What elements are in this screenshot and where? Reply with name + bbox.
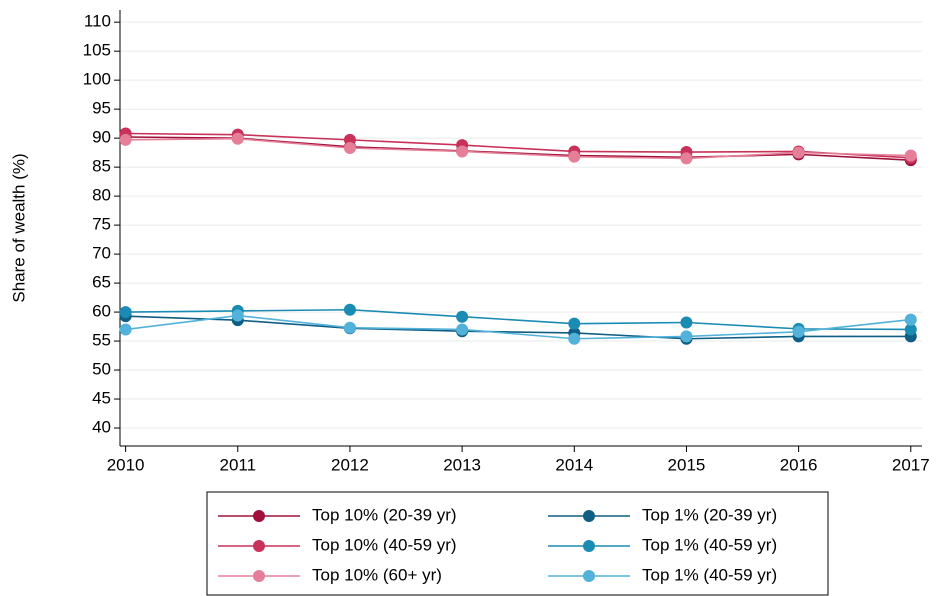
y-tick-label: 75 (92, 215, 111, 234)
legend-label: Top 10% (20-39 yr) (312, 505, 457, 524)
y-tick-label: 60 (92, 302, 111, 321)
y-tick-label: 40 (92, 418, 111, 437)
y-tick-label: 55 (92, 331, 111, 350)
legend-label: Top 1% (40-59 yr) (642, 565, 777, 584)
x-tick-label: 2011 (219, 455, 256, 474)
legend-marker (583, 570, 595, 582)
point (680, 316, 693, 329)
point (119, 306, 132, 319)
y-tick-label: 45 (92, 389, 111, 408)
x-tick-label: 2010 (107, 455, 145, 474)
y-tick-label: 105 (83, 41, 111, 60)
legend-label: Top 1% (40-59 yr) (642, 535, 777, 554)
y-tick-label: 90 (92, 128, 111, 147)
series-line (125, 308, 911, 331)
x-tick-label: 2012 (331, 455, 369, 474)
y-tick-label: 65 (92, 273, 111, 292)
point (568, 317, 581, 330)
x-tick-label: 2016 (780, 455, 818, 474)
point (904, 313, 917, 326)
point (343, 141, 356, 154)
point (568, 150, 581, 163)
point (456, 145, 469, 158)
point (231, 132, 244, 145)
y-axis-title: Share of wealth (%) (9, 153, 28, 302)
point (904, 323, 917, 336)
point (343, 303, 356, 316)
legend-label: Top 10% (60+ yr) (312, 565, 442, 584)
series-line (125, 137, 911, 160)
series-line (125, 314, 911, 340)
point (792, 146, 805, 159)
point (456, 310, 469, 323)
legend-label: Top 1% (20-39 yr) (642, 505, 777, 524)
y-tick-label: 70 (92, 244, 111, 263)
x-tick-label: 2013 (443, 455, 481, 474)
x-tick-label: 2014 (555, 455, 593, 474)
y-tick-label: 50 (92, 360, 111, 379)
legend-marker (253, 510, 265, 522)
legend-marker (253, 540, 265, 552)
legend-marker (583, 510, 595, 522)
y-tick-label: 85 (92, 157, 111, 176)
legend-marker (253, 570, 265, 582)
point (904, 149, 917, 162)
legend-box (206, 491, 829, 596)
series-line (125, 132, 911, 159)
y-tick-label: 110 (84, 12, 111, 31)
y-tick-label: 100 (83, 70, 111, 89)
point (119, 133, 132, 146)
x-tick-label: 2017 (892, 455, 930, 474)
point (568, 332, 581, 345)
y-tick-label: 95 (92, 99, 111, 118)
y-tick-label: 80 (92, 186, 111, 205)
point (456, 323, 469, 336)
point (231, 309, 244, 322)
series-line (125, 315, 911, 340)
legend-label: Top 10% (40-59 yr) (312, 535, 457, 554)
point (343, 321, 356, 334)
point (680, 152, 693, 165)
point (119, 323, 132, 336)
point (792, 325, 805, 338)
point (680, 330, 693, 343)
legend-marker (583, 540, 595, 552)
x-tick-label: 2015 (668, 455, 706, 474)
